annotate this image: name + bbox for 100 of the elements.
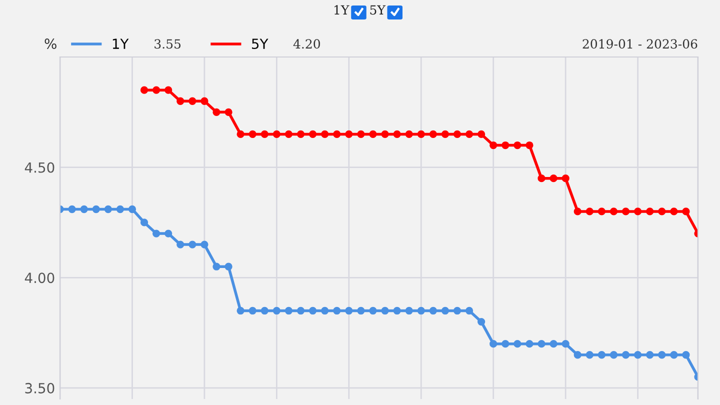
point: [200, 240, 208, 248]
point: [248, 306, 256, 315]
point: [682, 351, 690, 359]
point: [140, 218, 148, 226]
point: [490, 340, 498, 348]
point: [236, 306, 244, 315]
point: [670, 351, 678, 359]
point: [634, 208, 642, 216]
point: [381, 130, 389, 138]
point: [453, 130, 462, 138]
point: [526, 340, 534, 348]
y-tick-label: 4.00: [24, 272, 54, 284]
point: [333, 130, 341, 138]
point: [598, 208, 606, 216]
y-tick-label: 4.50: [24, 162, 54, 173]
point: [272, 130, 280, 138]
point: [441, 306, 450, 315]
point: [164, 230, 172, 238]
point: [502, 141, 510, 150]
point: [550, 340, 558, 348]
point: [224, 108, 232, 116]
point: [574, 351, 582, 359]
point: [188, 97, 196, 105]
point: [152, 230, 160, 238]
point: [104, 205, 112, 214]
point: [308, 130, 317, 138]
point: [538, 340, 546, 348]
point: [670, 208, 678, 216]
point: [502, 340, 510, 348]
point: [610, 351, 618, 359]
point: [405, 306, 413, 315]
point: [646, 351, 654, 359]
point: [598, 351, 606, 359]
point: [429, 130, 437, 138]
point: [116, 205, 124, 214]
point: [345, 130, 353, 138]
point: [321, 306, 329, 315]
point: [152, 86, 160, 94]
text: 1Y: [334, 5, 350, 14]
point: [490, 141, 498, 150]
point: [296, 306, 305, 315]
point: [465, 306, 474, 315]
text: 3.55: [154, 39, 181, 49]
point: [658, 208, 666, 216]
point: [248, 130, 256, 138]
point: [417, 130, 425, 138]
point: [514, 340, 522, 348]
text: 4.20: [293, 39, 320, 49]
point: [68, 205, 76, 214]
point: [622, 208, 630, 216]
point: [550, 174, 558, 182]
point: [369, 306, 377, 315]
point: [562, 174, 570, 182]
point: [478, 318, 486, 326]
point: [538, 174, 546, 182]
point: [260, 306, 268, 315]
text: 2019-01 - 2023-06: [582, 39, 698, 49]
point: [357, 306, 365, 315]
point: [80, 205, 88, 214]
point: [405, 130, 413, 138]
point: [682, 208, 690, 216]
point: [646, 208, 654, 216]
point: [441, 130, 450, 138]
point: [622, 351, 630, 359]
point: [465, 130, 474, 138]
point: [164, 86, 172, 94]
point: [176, 240, 184, 248]
point: [224, 262, 232, 270]
point: [200, 97, 208, 105]
point: [260, 130, 268, 138]
point: [176, 97, 184, 105]
point: [236, 130, 244, 138]
point: [212, 108, 220, 116]
point: [393, 306, 401, 315]
text: 5Y: [370, 5, 386, 15]
point: [574, 208, 582, 216]
point: [514, 141, 522, 150]
point: [284, 306, 293, 315]
point: [369, 130, 377, 138]
point: [92, 205, 100, 214]
y-tick-label: 3.50: [25, 382, 54, 394]
legend-label: 1Y: [112, 38, 129, 49]
point: [128, 205, 136, 214]
point: [562, 340, 570, 348]
point: [526, 141, 534, 150]
point: [321, 130, 329, 138]
point: [634, 351, 642, 359]
point: [586, 208, 594, 216]
point: [345, 306, 353, 315]
point: [296, 130, 305, 138]
point: [417, 306, 425, 315]
point: [453, 306, 462, 315]
point: [658, 351, 666, 359]
point: [284, 130, 293, 138]
point: [357, 130, 365, 138]
point: [140, 86, 148, 94]
point: [586, 351, 594, 359]
point: [429, 306, 437, 315]
point: [381, 306, 389, 315]
legend-label: 5Y: [252, 38, 268, 50]
